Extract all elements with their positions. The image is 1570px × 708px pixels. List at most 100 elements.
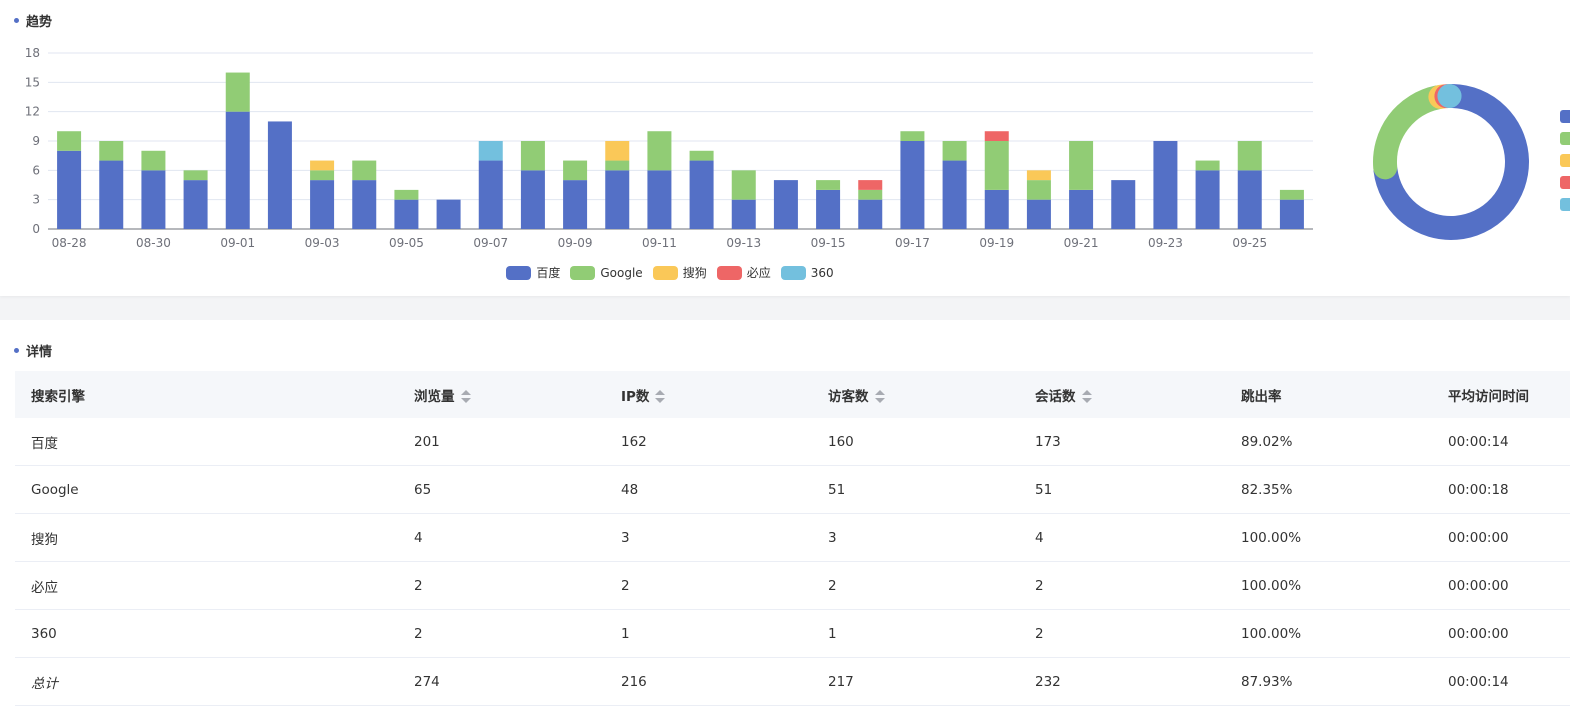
bar-segment[interactable] <box>520 141 545 171</box>
bar-segment[interactable] <box>858 189 883 200</box>
bar-segment[interactable] <box>731 170 756 200</box>
bar-segment[interactable] <box>1069 189 1094 229</box>
table-cell: 162 <box>605 418 812 466</box>
trend-bar-chart: 0 3 6 9 12 15 18 08-28 08-30 09-01 09-03 09-05 09-07… <box>25 46 1313 250</box>
x-tick-label: 08-30 <box>136 236 171 250</box>
trend-section-title: 趋势 <box>14 11 52 30</box>
bar-segment[interactable] <box>1153 141 1178 229</box>
bar-segment[interactable] <box>731 199 756 229</box>
column-header[interactable]: 浏览量 <box>398 371 605 418</box>
donut-legend-swatch[interactable] <box>1560 132 1570 145</box>
bar-segment[interactable] <box>141 170 166 229</box>
bar-segment[interactable] <box>478 141 503 161</box>
bar-segment[interactable] <box>984 131 1009 141</box>
column-header-label: IP数 <box>621 388 650 405</box>
bar-segment[interactable] <box>984 189 1009 229</box>
table-cell: 216 <box>605 657 812 706</box>
bar-segment[interactable] <box>942 141 967 161</box>
column-header: 平均访问时间 <box>1432 371 1570 418</box>
legend-item[interactable]: 360 <box>780 264 834 281</box>
sort-icon[interactable] <box>460 389 471 404</box>
bar-segment[interactable] <box>858 180 883 190</box>
bar-segment[interactable] <box>1237 141 1262 171</box>
bar-segment[interactable] <box>689 160 714 229</box>
bar-segment[interactable] <box>478 160 503 229</box>
bar-segment[interactable] <box>563 160 588 181</box>
bar-segment[interactable] <box>858 199 883 229</box>
y-tick-label: 12 <box>25 105 40 119</box>
bar-segment[interactable] <box>1279 189 1304 200</box>
legend-label: 360 <box>810 265 834 280</box>
bar-segment[interactable] <box>605 170 630 229</box>
bar-segment[interactable] <box>310 170 335 181</box>
detail-card: 详情 搜索引擎 浏览量 IP数 访客数 会话数 跳出率 平均访问时间 百度 201 162 160… <box>0 320 1570 708</box>
bar-segment[interactable] <box>225 111 250 229</box>
sort-icon[interactable] <box>874 389 885 404</box>
column-header[interactable]: IP数 <box>605 371 812 418</box>
bar-segment[interactable] <box>605 141 630 161</box>
bar-segment[interactable] <box>1195 160 1220 171</box>
bar-segment[interactable] <box>984 141 1009 190</box>
bar-segment[interactable] <box>1111 180 1136 229</box>
donut-slice[interactable] <box>1373 85 1450 180</box>
bar-segment[interactable] <box>689 150 714 161</box>
bar-segment[interactable] <box>394 189 419 200</box>
bar-segment[interactable] <box>647 170 672 229</box>
x-tick-label: 09-09 <box>558 236 593 250</box>
table-cell: 160 <box>812 418 1019 466</box>
sort-icon[interactable] <box>1081 389 1092 404</box>
bar-segment[interactable] <box>57 131 82 151</box>
bar-segment[interactable] <box>520 170 545 229</box>
bar-segment[interactable] <box>183 170 208 181</box>
bar-segment[interactable] <box>352 160 377 181</box>
legend-item[interactable]: 百度 <box>506 264 560 281</box>
column-header[interactable]: 访客数 <box>812 371 1019 418</box>
x-tick-label: 09-11 <box>642 236 677 250</box>
bar-segment[interactable] <box>647 131 672 171</box>
legend-item[interactable]: Google <box>570 264 643 281</box>
legend-item[interactable]: 必应 <box>716 264 771 281</box>
bar-segment[interactable] <box>99 141 124 161</box>
y-tick-label: 15 <box>25 75 40 89</box>
bar-segment[interactable] <box>1026 170 1051 181</box>
bar-segment[interactable] <box>225 72 250 112</box>
legend-item[interactable]: 搜狗 <box>652 264 707 281</box>
bar-segment[interactable] <box>1279 199 1304 229</box>
bar-segment[interactable] <box>1195 170 1220 229</box>
bar-segment[interactable] <box>57 150 82 229</box>
bar-segment[interactable] <box>1237 170 1262 229</box>
bar-segment[interactable] <box>900 141 925 229</box>
bar-segment[interactable] <box>1026 199 1051 229</box>
bar-segment[interactable] <box>816 180 841 190</box>
bar-segment[interactable] <box>352 180 377 229</box>
bar-segment[interactable] <box>267 121 292 229</box>
table-cell: 00:00:00 <box>1432 561 1570 610</box>
column-header: 搜索引擎 <box>15 371 398 418</box>
bar-segment[interactable] <box>141 150 166 171</box>
bar-segment[interactable] <box>900 131 925 141</box>
bar-segment[interactable] <box>1069 141 1094 190</box>
donut-legend-swatch[interactable] <box>1560 176 1570 189</box>
donut-legend-swatch[interactable] <box>1560 154 1570 167</box>
column-header[interactable]: 会话数 <box>1019 371 1225 418</box>
bar-segment[interactable] <box>1026 180 1051 200</box>
y-tick-label: 0 <box>32 222 40 236</box>
x-tick-label: 09-19 <box>979 236 1014 250</box>
bar-segment[interactable] <box>773 180 798 229</box>
x-tick-label: 09-15 <box>811 236 846 250</box>
bar-segment[interactable] <box>394 199 419 229</box>
sort-icon[interactable] <box>655 389 666 404</box>
bar-segment[interactable] <box>942 160 967 229</box>
bar-segment[interactable] <box>436 199 461 229</box>
donut-legend-swatch[interactable] <box>1560 110 1570 123</box>
bar-segment[interactable] <box>816 189 841 229</box>
donut-slice[interactable] <box>1373 84 1529 240</box>
bar-segment[interactable] <box>310 160 335 171</box>
bar-segment[interactable] <box>563 180 588 229</box>
bar-segment[interactable] <box>99 160 124 229</box>
trend-title-text: 趋势 <box>26 15 53 30</box>
donut-legend-swatch[interactable] <box>1560 198 1570 211</box>
bar-segment[interactable] <box>605 160 630 171</box>
bar-segment[interactable] <box>310 180 335 229</box>
bar-segment[interactable] <box>183 180 208 229</box>
